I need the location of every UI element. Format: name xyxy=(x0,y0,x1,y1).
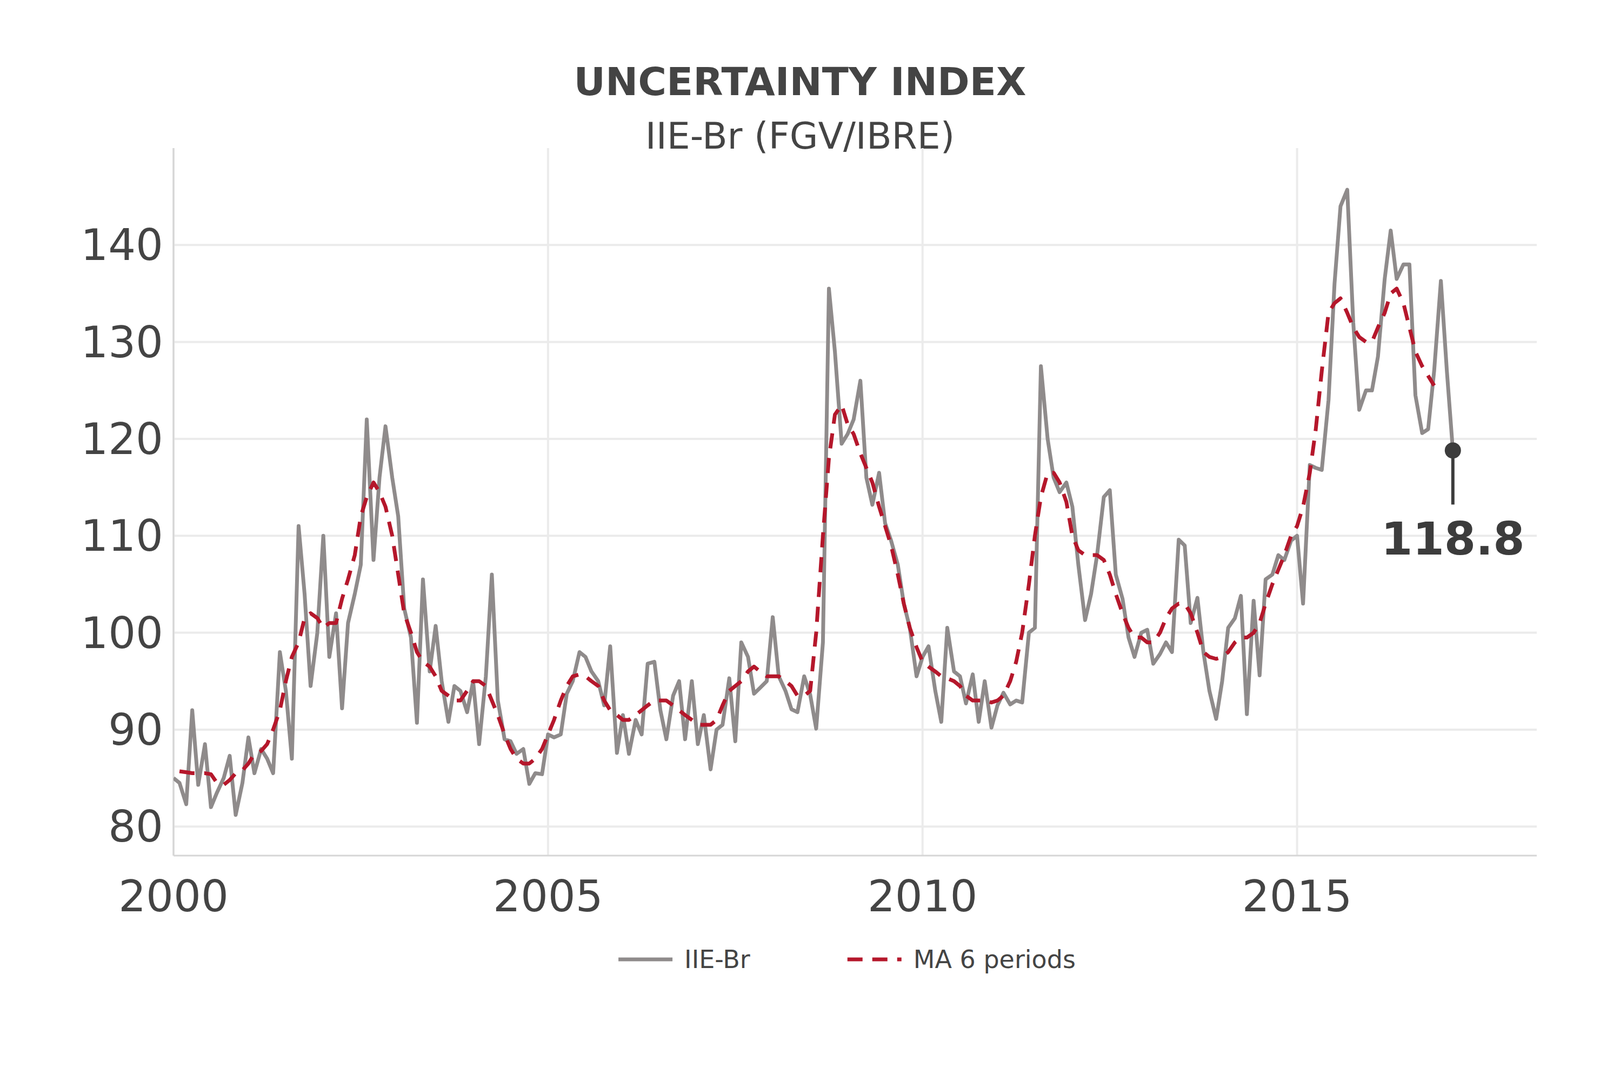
y-tick-label: 100 xyxy=(80,608,164,659)
y-tick-label: 140 xyxy=(80,220,164,271)
plot-area xyxy=(173,189,1453,816)
legend-item: MA 6 periods xyxy=(847,944,1076,975)
x-axis-line xyxy=(173,855,1537,857)
y-axis-line xyxy=(172,148,175,856)
grid-line xyxy=(173,631,1537,635)
y-tick-label: 120 xyxy=(80,414,164,465)
chart: UNCERTAINTY INDEX IIE-Br (FGV/IBRE) 80 90 10… xyxy=(0,0,1600,1081)
y-tick-label: 110 xyxy=(80,510,164,562)
y-tick-label: 90 xyxy=(108,704,164,756)
x-tick-label: 2015 xyxy=(1242,871,1353,922)
legend-label: IIE-Br xyxy=(684,944,751,975)
grid-line xyxy=(173,825,1537,828)
grid-line xyxy=(173,534,1537,537)
legend: IIE-Br MA 6 periods xyxy=(618,944,1076,975)
annotation-marker xyxy=(1444,442,1462,459)
x-tick-label: 2000 xyxy=(118,871,229,922)
legend-swatch xyxy=(618,957,673,962)
y-tick-label: 80 xyxy=(108,801,164,852)
legend-swatch xyxy=(847,957,902,962)
grid-line xyxy=(173,728,1537,731)
grid-line xyxy=(173,243,1537,246)
legend-item: IIE-Br xyxy=(618,944,751,975)
series-line xyxy=(173,189,1453,816)
grid-line xyxy=(1296,148,1299,856)
grid xyxy=(173,148,1537,856)
grid-line xyxy=(172,148,175,856)
subtitle: IIE-Br (FGV/IBRE) xyxy=(645,114,956,158)
title: UNCERTAINTY INDEX xyxy=(573,58,1026,105)
annotation-label: 118.8 xyxy=(1381,512,1525,566)
series-line xyxy=(179,288,1435,785)
y-tick-label: 130 xyxy=(80,317,164,368)
grid-line xyxy=(921,148,924,856)
x-tick-label: 2005 xyxy=(492,871,604,922)
x-tick-label: 2010 xyxy=(867,871,978,922)
legend-label: MA 6 periods xyxy=(913,944,1076,975)
